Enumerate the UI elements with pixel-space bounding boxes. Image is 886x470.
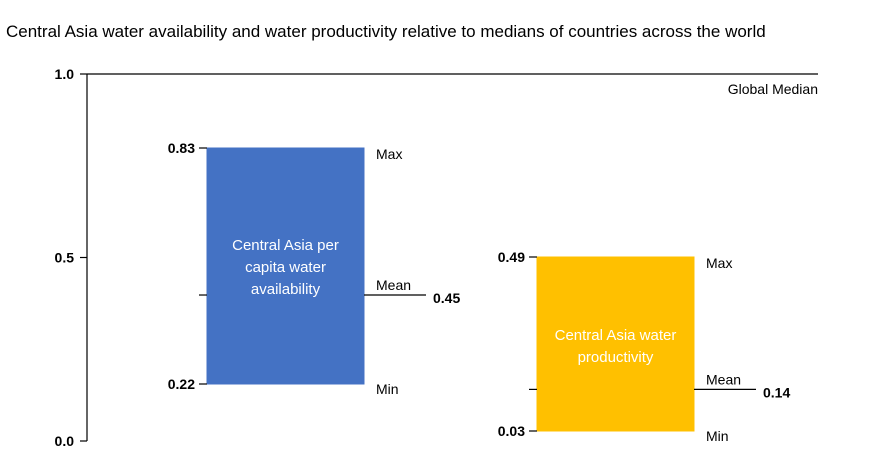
- bar-label-line: Central Asia per: [232, 237, 339, 254]
- max-label: Max: [376, 146, 402, 162]
- y-tick-label: 1.0: [55, 66, 75, 82]
- min-label: Min: [706, 428, 729, 444]
- range-bar: [536, 256, 695, 432]
- min-value-label: 0.22: [168, 376, 195, 392]
- bar-label-line: capita water: [245, 259, 326, 276]
- max-value-label: 0.83: [168, 140, 195, 156]
- range-bar: [206, 147, 365, 385]
- min-label: Min: [376, 381, 399, 397]
- mean-label: Mean: [706, 371, 741, 387]
- mean-label: Mean: [376, 277, 411, 293]
- max-value-label: 0.49: [498, 249, 525, 265]
- mean-value-label: 0.45: [433, 290, 460, 306]
- y-tick-label: 0.0: [55, 433, 75, 449]
- y-tick-label: 0.5: [55, 250, 75, 266]
- mean-value-label: 0.14: [763, 384, 790, 400]
- global-median-label: Global Median: [728, 81, 818, 97]
- bar-label-line: productivity: [578, 349, 654, 366]
- bar-label-line: Central Asia water: [555, 327, 677, 344]
- bar-label-line: availability: [251, 281, 321, 298]
- chart-title: Central Asia water availability and wate…: [6, 22, 766, 41]
- max-label: Max: [706, 255, 732, 271]
- min-value-label: 0.03: [498, 423, 525, 439]
